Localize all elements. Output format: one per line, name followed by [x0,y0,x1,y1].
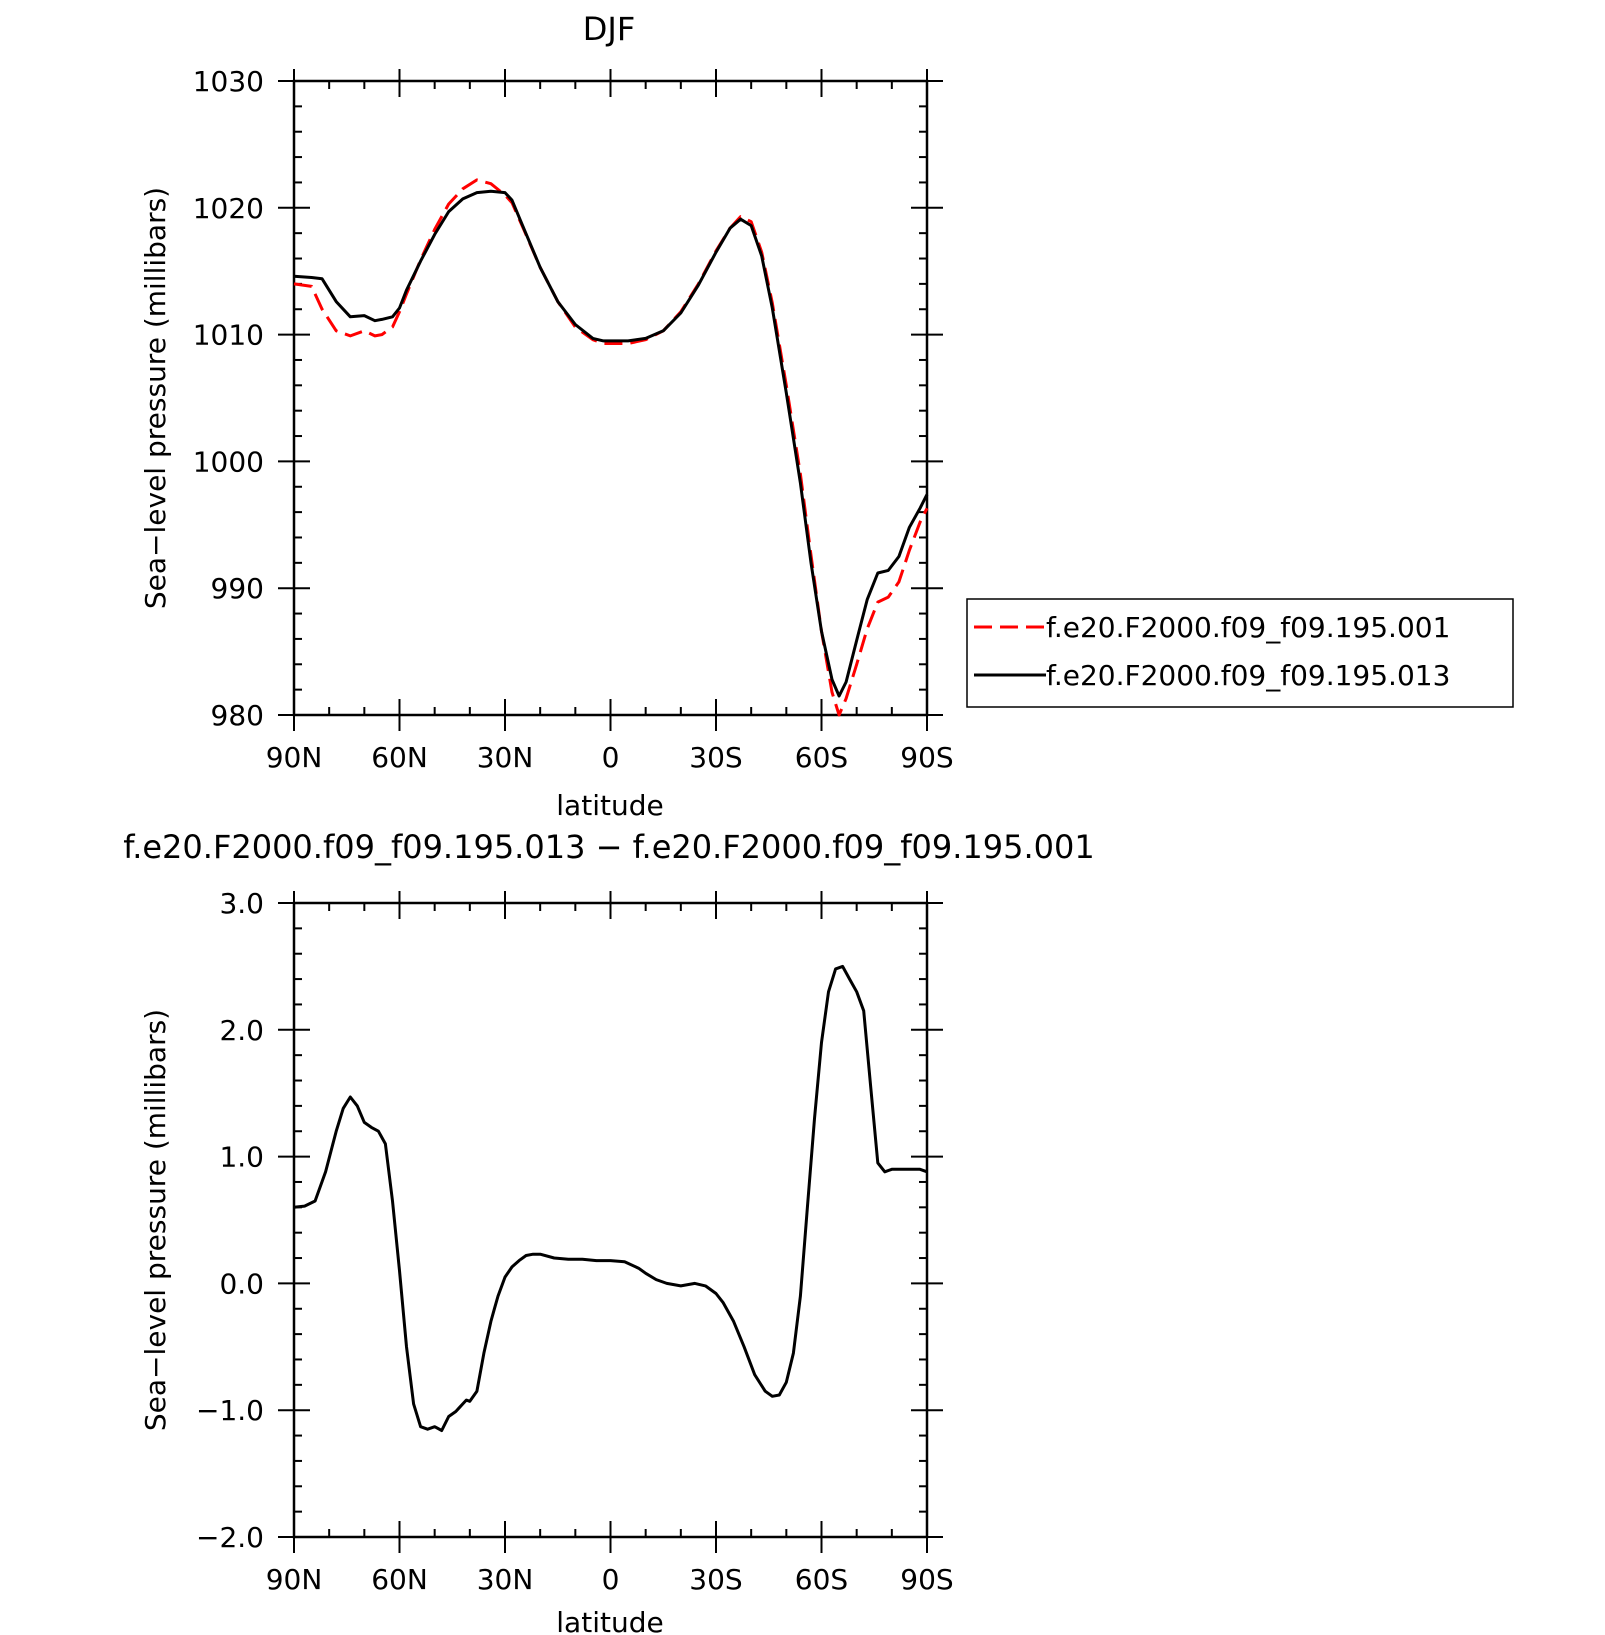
x-tick-label: 60N [371,1563,428,1596]
top-x-tick-labels: 90N 60N 30N 0 30S 60S 90S [266,741,954,774]
y-tick-label: −2.0 [196,1521,264,1554]
top-y-tick-labels: 980 990 1000 1010 1020 1030 [193,65,264,732]
bottom-x-tick-labels: 90N 60N 30N 0 30S 60S 90S [266,1563,954,1596]
y-tick-label: 1020 [193,192,264,225]
top-chart-panel: DJF 90N 60N 30N 0 30S 60S 90S 980 990 1000 1010 10… [139,10,954,822]
y-tick-label: 980 [211,699,264,732]
y-tick-label: −1.0 [196,1394,264,1427]
y-tick-label: 1000 [193,445,264,478]
bottom-series-lines [293,964,928,1432]
x-tick-label: 30N [477,1563,534,1596]
y-tick-label: 990 [211,572,264,605]
x-tick-label: 30S [689,1563,742,1596]
top-series-lines [293,178,929,717]
legend-box [966,598,1514,708]
x-tick-label: 60S [795,741,848,774]
top-axis-ticks [278,69,943,731]
x-tick-label: 30N [477,741,534,774]
top-series-line-1 [293,178,929,717]
y-tick-label: 3.0 [219,887,264,920]
x-tick-label: 90N [266,741,323,774]
x-tick-label: 90S [900,741,953,774]
legend: f.e20.F2000.f09_f09.195.001 f.e20.F2000.… [966,598,1514,708]
legend-label-001: f.e20.F2000.f09_f09.195.001 [1046,611,1450,644]
x-tick-label: 90S [900,1563,953,1596]
y-tick-label: 1030 [193,65,264,98]
x-tick-label: 90N [266,1563,323,1596]
y-tick-label: 0.0 [219,1267,264,1300]
top-chart-title: DJF [583,10,635,48]
top-plot-frame [292,79,929,717]
top-series-line-2 [293,189,929,698]
bottom-axis-ticks [278,891,943,1553]
bottom-y-axis-label: Sea−level pressure (millibars) [139,1009,172,1431]
bottom-series-line-1 [293,964,928,1432]
y-tick-label: 2.0 [219,1014,264,1047]
top-y-axis-label: Sea−level pressure (millibars) [139,187,172,609]
x-tick-label: 60N [371,741,428,774]
bottom-plot-frame [292,901,929,1539]
x-tick-label: 0 [602,741,620,774]
y-tick-label: 1010 [193,319,264,352]
x-tick-label: 30S [689,741,742,774]
bottom-y-tick-labels: −2.0 −1.0 0.0 1.0 2.0 3.0 [196,887,264,1554]
bottom-chart-title: f.e20.F2000.f09_f09.195.013 − f.e20.F200… [123,828,1095,866]
bottom-chart-panel: f.e20.F2000.f09_f09.195.013 − f.e20.F200… [123,828,1095,1635]
x-tick-label: 0 [602,1563,620,1596]
top-x-axis-label: latitude [556,789,663,822]
x-tick-label: 60S [795,1563,848,1596]
legend-label-013: f.e20.F2000.f09_f09.195.013 [1046,659,1450,692]
bottom-x-axis-label: latitude [556,1606,663,1635]
y-tick-label: 1.0 [219,1141,264,1174]
